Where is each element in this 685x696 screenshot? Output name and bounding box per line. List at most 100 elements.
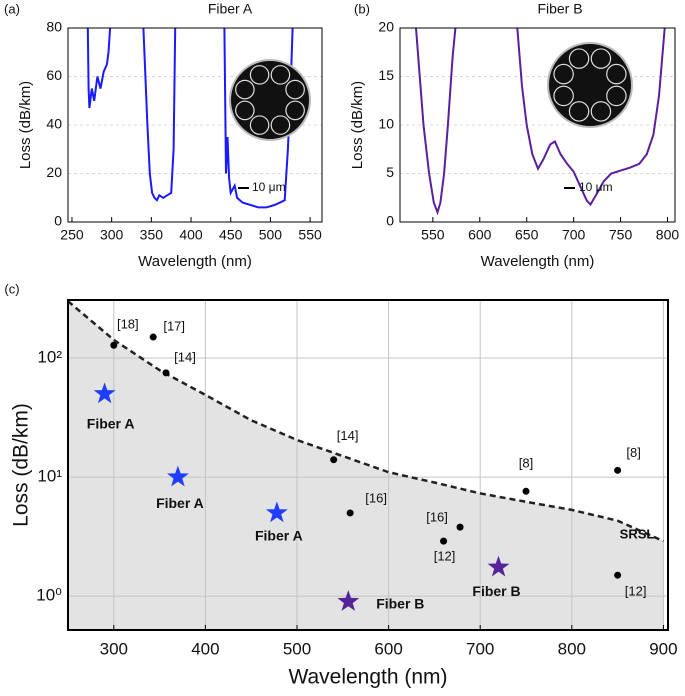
y-tick-label: 5 <box>386 164 394 180</box>
point <box>162 369 170 377</box>
capillary <box>270 65 291 85</box>
x-tick-label: 500 <box>259 227 283 243</box>
x-tick-label: 550 <box>298 227 322 243</box>
capillary <box>285 100 305 121</box>
point-label: [12] <box>625 584 647 599</box>
x-tick-label: 750 <box>609 227 633 243</box>
scale-bar-label: 10 μm <box>579 180 613 194</box>
star <box>93 382 116 404</box>
point <box>456 523 464 531</box>
area <box>68 301 664 630</box>
x-tick-label: 300 <box>100 639 128 658</box>
x-tick-label: 650 <box>515 227 539 243</box>
point <box>614 466 622 474</box>
x-tick-label: 500 <box>283 639 311 658</box>
capillary <box>590 101 612 122</box>
capillary <box>553 85 574 107</box>
point <box>440 537 448 545</box>
line <box>415 28 666 216</box>
point-label: Fiber B <box>472 583 520 599</box>
point-label: Fiber A <box>87 416 135 432</box>
capillary <box>568 48 590 69</box>
plot-frame <box>399 27 676 223</box>
x-tick-label: 400 <box>179 227 203 243</box>
fiber-cross-section <box>229 59 311 141</box>
x-tick-label: 800 <box>656 227 680 243</box>
x-tick-label: 600 <box>468 227 492 243</box>
point-label: [14] <box>337 428 359 443</box>
y-tick-label: 10 <box>378 116 394 132</box>
point <box>346 509 354 517</box>
capillary <box>249 115 270 135</box>
capillary <box>568 101 590 122</box>
y-axis-label: Loss (dB/km) <box>17 81 34 169</box>
point-label: [18] <box>117 317 139 332</box>
capillary <box>249 65 270 85</box>
plot-frame <box>67 27 323 223</box>
point-label: Fiber B <box>376 595 424 611</box>
panel-label: (c) <box>4 281 19 296</box>
point-label: Fiber A <box>255 528 303 544</box>
point <box>614 571 622 579</box>
point <box>110 341 118 349</box>
y-tick-label: 20 <box>378 19 394 35</box>
y-axis-label: Loss (dB/km) <box>10 403 33 527</box>
plot-frame <box>67 299 669 631</box>
x-tick-label: 800 <box>558 639 586 658</box>
y-tick-label: 10² <box>37 347 62 366</box>
x-tick-label: 900 <box>649 639 677 658</box>
x-axis-label: Wavelength (nm) <box>288 666 447 689</box>
capillary <box>606 85 627 107</box>
point-label: [12] <box>434 549 456 564</box>
point-label: Fiber A <box>156 495 204 511</box>
y-tick-label: 0 <box>386 213 394 229</box>
x-tick-label: 550 <box>421 227 445 243</box>
point-label: [17] <box>163 318 185 333</box>
y-tick-label: 10¹ <box>37 467 62 486</box>
inset-a: 10 μm <box>238 180 286 194</box>
point-label: [8] <box>519 456 533 471</box>
plot-area <box>400 28 675 222</box>
star <box>487 555 510 577</box>
capillary <box>235 100 255 121</box>
y-axis-label: Loss (dB/km) <box>349 81 366 169</box>
panel-label: (a) <box>4 1 20 16</box>
x-tick-label: 250 <box>60 227 84 243</box>
point <box>522 487 530 495</box>
point-label: [16] <box>426 510 448 525</box>
y-tick-label: 20 <box>46 164 62 180</box>
panel-label: (b) <box>354 1 370 16</box>
y-tick-label: 40 <box>46 116 62 132</box>
capillary <box>590 48 612 69</box>
x-tick-label: 700 <box>562 227 586 243</box>
y-tick-label: 10⁰ <box>36 586 62 605</box>
star <box>337 590 360 611</box>
point-label: [8] <box>626 445 640 460</box>
x-tick-label: 700 <box>466 639 494 658</box>
line <box>86 28 294 209</box>
plot-area <box>68 300 668 630</box>
y-tick-label: 15 <box>378 67 394 83</box>
point-label: [14] <box>174 349 196 364</box>
inset-b: 10 μm <box>564 180 613 194</box>
x-tick-label: 400 <box>191 639 219 658</box>
star <box>167 465 189 487</box>
capillary <box>235 79 255 100</box>
x-tick-label: 600 <box>374 639 402 658</box>
y-tick-label: 80 <box>46 19 62 35</box>
y-tick-label: 0 <box>54 213 62 229</box>
point <box>330 456 338 464</box>
x-tick-label: 350 <box>140 227 164 243</box>
fiber-cross-section <box>547 42 633 128</box>
capillary <box>285 79 305 100</box>
x-axis-label: Wavelength (nm) <box>481 253 595 270</box>
y-tick-label: 60 <box>46 67 62 83</box>
chart-title: Fiber A <box>208 1 253 17</box>
capillary <box>553 63 574 85</box>
point-label: [16] <box>365 490 387 505</box>
scale-bar-label: 10 μm <box>252 180 286 194</box>
capillary <box>606 63 627 85</box>
x-tick-label: 450 <box>219 227 243 243</box>
